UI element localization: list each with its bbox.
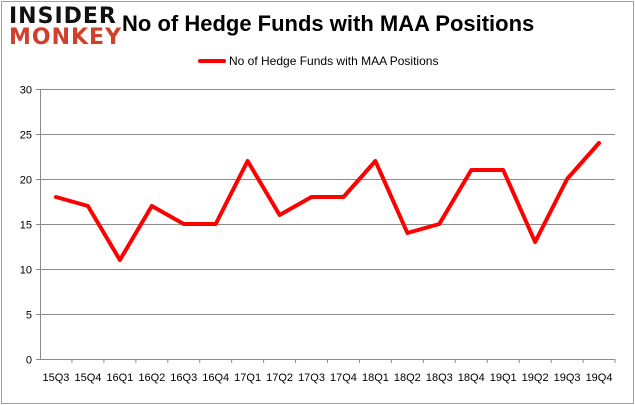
y-tick-label: 10 — [20, 265, 32, 277]
x-tick-label: 19Q1 — [490, 372, 517, 384]
x-tick-label: 16Q2 — [138, 372, 165, 384]
x-tick-label: 17Q1 — [234, 372, 261, 384]
x-tick-label: 16Q1 — [106, 372, 133, 384]
legend: No of Hedge Funds with MAA Positions — [198, 54, 438, 68]
legend-label: No of Hedge Funds with MAA Positions — [229, 54, 439, 68]
x-tick-label: 18Q1 — [362, 372, 389, 384]
series-line — [54, 141, 601, 262]
x-tick-label: 19Q4 — [586, 372, 613, 384]
y-tick-label: 25 — [20, 130, 32, 142]
logo-line2: MONKEY — [9, 25, 123, 50]
x-tick-label: 16Q4 — [202, 372, 229, 384]
x-tick-label: 17Q4 — [330, 372, 357, 384]
x-tick-label: 16Q3 — [170, 372, 197, 384]
chart-title: No of Hedge Funds with MAA Positions — [122, 11, 535, 36]
x-tick-label: 15Q3 — [43, 372, 70, 384]
legend-swatch — [198, 59, 226, 63]
x-tick-label: 18Q4 — [458, 372, 485, 384]
x-tick-label: 15Q4 — [74, 372, 101, 384]
logo-line1: INSIDER — [9, 4, 117, 29]
x-tick-label: 19Q3 — [554, 372, 581, 384]
y-tick-label: 30 — [20, 85, 32, 97]
x-tick-label: 17Q2 — [266, 372, 293, 384]
y-tick-label: 15 — [20, 220, 32, 232]
insider-monkey-logo: INSIDER MONKEY — [9, 4, 123, 50]
x-tick-label: 18Q2 — [394, 372, 421, 384]
x-tick-label: 17Q3 — [298, 372, 325, 384]
y-tick-label: 20 — [20, 175, 32, 187]
x-tick-label: 18Q3 — [426, 372, 453, 384]
y-tick-label: 5 — [26, 310, 32, 322]
y-tick-label: 0 — [26, 355, 32, 367]
x-tick-label: 19Q2 — [522, 372, 549, 384]
